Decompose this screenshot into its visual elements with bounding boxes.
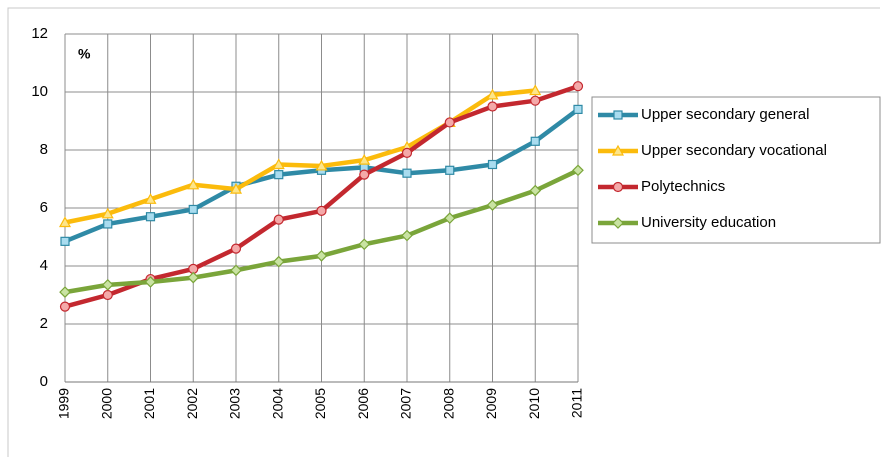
data-point — [487, 159, 498, 170]
data-point — [572, 81, 584, 92]
legend-marker — [613, 110, 623, 120]
legend-label: University education — [641, 214, 776, 231]
data-point — [529, 84, 542, 96]
series-line — [64, 88, 536, 225]
data-point — [273, 214, 284, 225]
data-point — [272, 255, 285, 268]
data-point — [230, 243, 242, 254]
data-point — [188, 204, 198, 215]
data-point — [572, 164, 584, 177]
data-point — [529, 184, 542, 197]
legend-marker — [611, 144, 625, 156]
y-tick-label: 12 — [31, 25, 48, 42]
x-tick-label: 2003 — [227, 388, 243, 419]
data-point — [444, 117, 455, 128]
data-point — [59, 301, 71, 312]
data-point — [145, 212, 156, 222]
x-tick-label: 2011 — [569, 388, 585, 418]
legend-label: Polytechnics — [641, 178, 725, 195]
data-point — [401, 229, 413, 242]
data-point — [103, 219, 113, 229]
data-point — [530, 136, 540, 146]
y-axis-label: % — [78, 46, 91, 62]
data-point — [445, 165, 455, 175]
legend-marker — [612, 181, 624, 193]
data-point — [60, 236, 70, 246]
y-tick-label: 8 — [40, 141, 48, 158]
x-tick-label: 2008 — [440, 388, 456, 419]
x-tick-label: 2004 — [269, 388, 285, 419]
data-point — [144, 193, 157, 204]
x-tick-label: 2006 — [355, 388, 371, 419]
y-tick-label: 4 — [40, 257, 48, 274]
data-point — [487, 101, 498, 112]
data-point — [359, 169, 370, 180]
data-point — [101, 279, 114, 291]
data-point — [573, 104, 583, 115]
data-point — [187, 271, 200, 284]
legend-label: Upper secondary general — [641, 106, 809, 123]
data-point — [401, 147, 413, 158]
data-point — [229, 182, 243, 194]
x-tick-label: 2005 — [312, 388, 328, 419]
data-point — [402, 168, 412, 178]
data-point — [144, 276, 157, 288]
data-point — [274, 170, 284, 180]
data-point — [316, 205, 327, 216]
y-tick-label: 6 — [40, 199, 48, 216]
x-tick-label: 2002 — [184, 388, 200, 419]
data-point — [358, 153, 371, 165]
chart-frame — [7, 7, 880, 457]
data-point — [187, 178, 200, 190]
data-point — [486, 88, 499, 100]
data-point — [272, 158, 285, 170]
x-tick-label: 2001 — [141, 388, 157, 419]
data-point — [486, 199, 499, 211]
data-point — [58, 216, 72, 228]
legend — [591, 96, 881, 244]
x-tick-label: 2009 — [483, 388, 499, 419]
legend-label: Upper secondary vocational — [641, 142, 827, 159]
data-point — [230, 264, 242, 277]
data-point — [102, 289, 113, 301]
x-tick-label: 2007 — [398, 388, 414, 419]
y-tick-label: 2 — [40, 315, 48, 332]
legend-marker — [612, 217, 624, 229]
x-tick-label: 1999 — [56, 388, 72, 419]
y-tick-label: 0 — [40, 373, 48, 390]
x-tick-label: 2010 — [526, 388, 542, 419]
data-point — [530, 95, 541, 106]
y-tick-label: 10 — [31, 83, 48, 100]
data-point — [315, 250, 328, 262]
data-point — [443, 212, 456, 224]
x-tick-label: 2000 — [98, 388, 114, 419]
data-point — [358, 238, 371, 251]
data-point — [101, 207, 114, 219]
data-point — [315, 159, 328, 171]
data-point — [59, 286, 71, 298]
